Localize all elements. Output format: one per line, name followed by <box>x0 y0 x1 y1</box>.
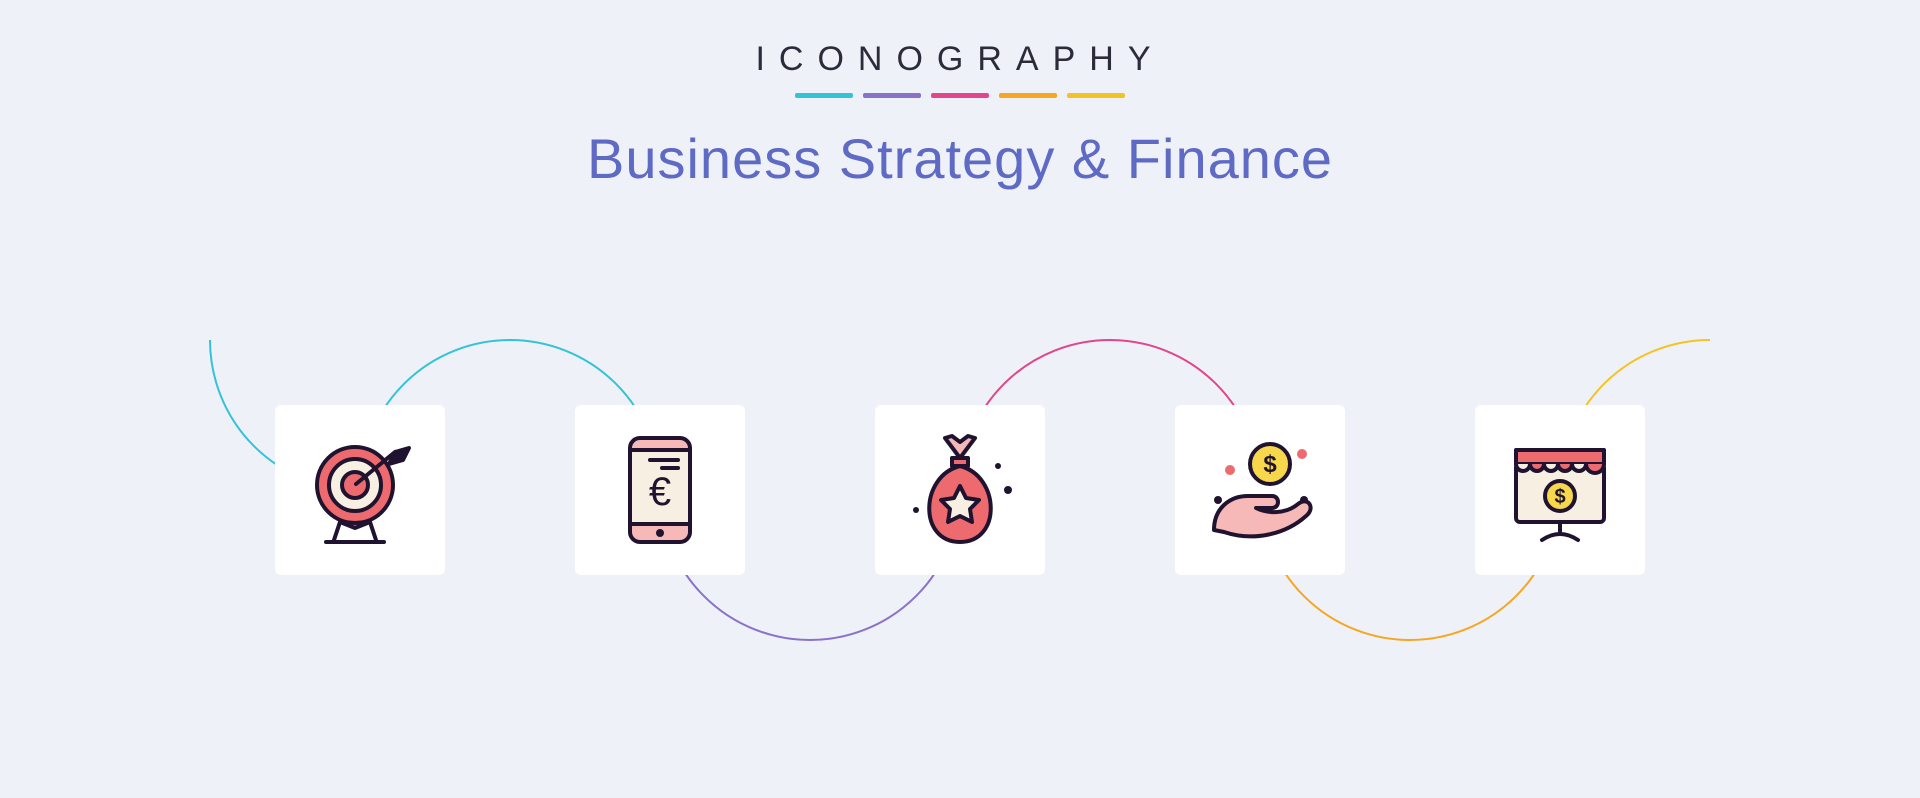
icon-card <box>875 405 1045 575</box>
pack-subtitle: Business Strategy & Finance <box>0 126 1920 191</box>
target-icon <box>300 430 420 550</box>
money-bag-icon <box>900 430 1020 550</box>
svg-text:$: $ <box>1554 486 1565 508</box>
stripe <box>795 93 853 98</box>
icon-card <box>275 405 445 575</box>
hand-money-icon: $ <box>1200 430 1320 550</box>
svg-text:$: $ <box>1263 451 1277 478</box>
online-shop-icon: $ <box>1500 430 1620 550</box>
brand-stripes <box>0 93 1920 98</box>
stripe <box>999 93 1057 98</box>
svg-text:€: € <box>649 470 671 514</box>
icon-card: $ <box>1475 405 1645 575</box>
infographic-stage: ICONOGRAPHY Business Strategy & Finance <box>0 0 1920 798</box>
stripe <box>931 93 989 98</box>
icon-card: $ <box>1175 405 1345 575</box>
stripe <box>863 93 921 98</box>
icon-card: € <box>575 405 745 575</box>
stripe <box>1067 93 1125 98</box>
header: ICONOGRAPHY Business Strategy & Finance <box>0 40 1920 191</box>
mobile-payment-icon: € <box>600 430 720 550</box>
brand-title: ICONOGRAPHY <box>0 40 1920 79</box>
